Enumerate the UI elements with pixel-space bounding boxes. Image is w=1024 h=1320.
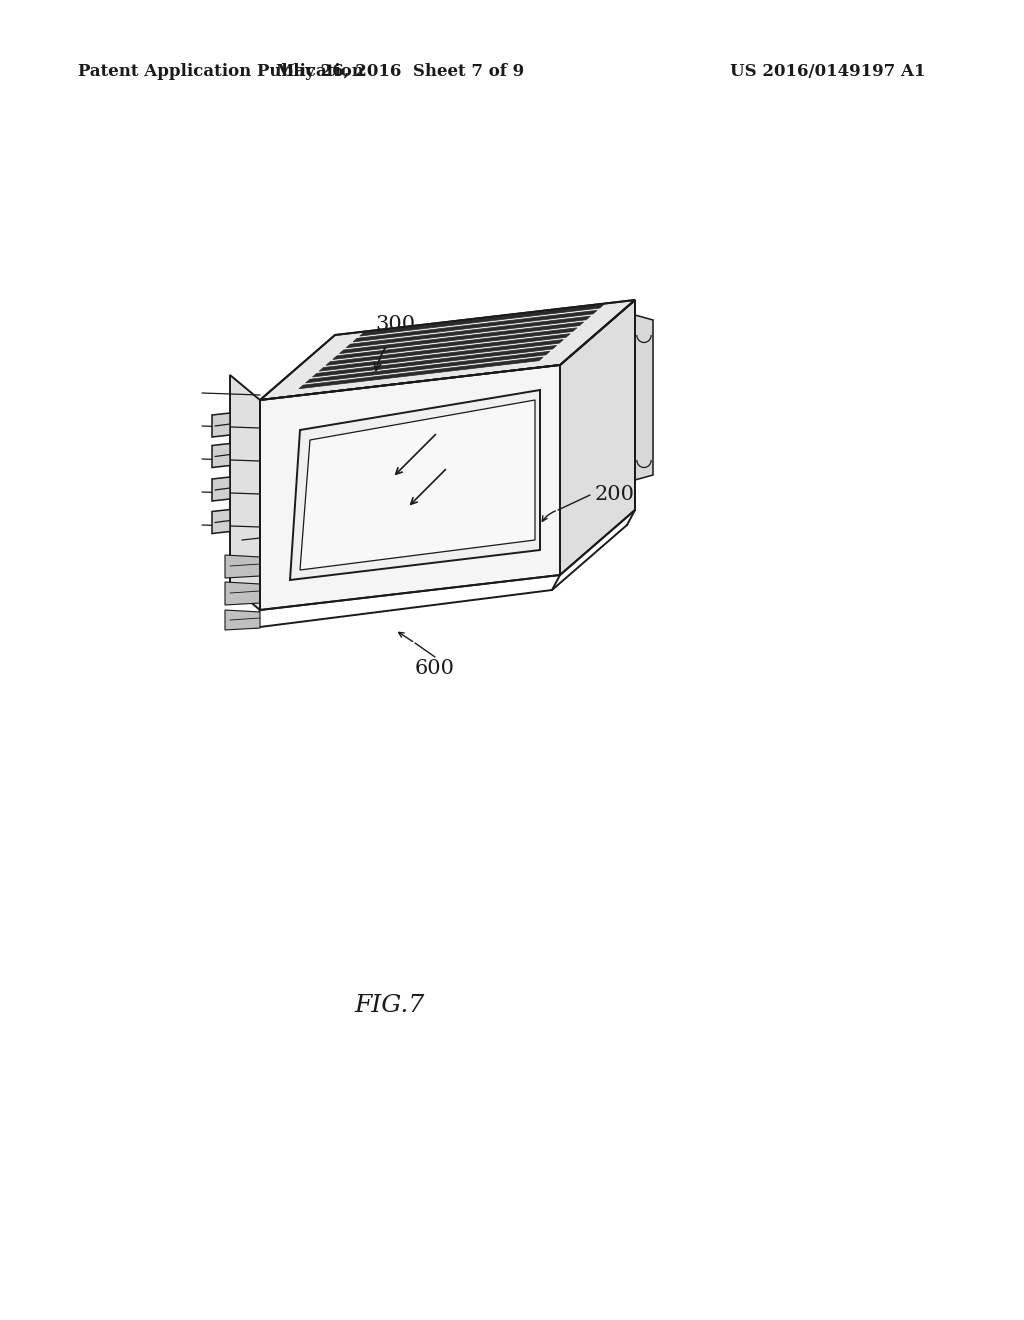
Polygon shape <box>353 310 597 342</box>
Polygon shape <box>225 554 260 578</box>
Text: Patent Application Publication: Patent Application Publication <box>78 63 364 81</box>
Polygon shape <box>299 358 543 388</box>
Polygon shape <box>560 300 635 576</box>
Polygon shape <box>260 366 560 610</box>
Polygon shape <box>212 510 230 533</box>
Polygon shape <box>346 317 591 347</box>
Polygon shape <box>290 389 540 579</box>
Polygon shape <box>230 375 260 610</box>
Text: 600: 600 <box>415 659 455 677</box>
Polygon shape <box>312 346 557 378</box>
Text: FIG.7: FIG.7 <box>355 994 425 1016</box>
Text: US 2016/0149197 A1: US 2016/0149197 A1 <box>730 63 926 81</box>
Polygon shape <box>326 334 570 366</box>
Polygon shape <box>225 610 260 630</box>
Polygon shape <box>359 305 604 337</box>
Polygon shape <box>300 400 535 570</box>
Polygon shape <box>212 413 230 437</box>
Polygon shape <box>635 315 653 480</box>
Text: 200: 200 <box>595 486 635 504</box>
Polygon shape <box>212 477 230 502</box>
Text: May 26, 2016  Sheet 7 of 9: May 26, 2016 Sheet 7 of 9 <box>275 63 524 81</box>
Polygon shape <box>340 322 584 354</box>
Polygon shape <box>333 327 577 359</box>
Polygon shape <box>319 339 563 371</box>
Polygon shape <box>306 351 550 383</box>
Polygon shape <box>225 582 260 605</box>
Polygon shape <box>260 300 635 400</box>
Polygon shape <box>212 444 230 467</box>
Text: 300: 300 <box>375 315 415 334</box>
